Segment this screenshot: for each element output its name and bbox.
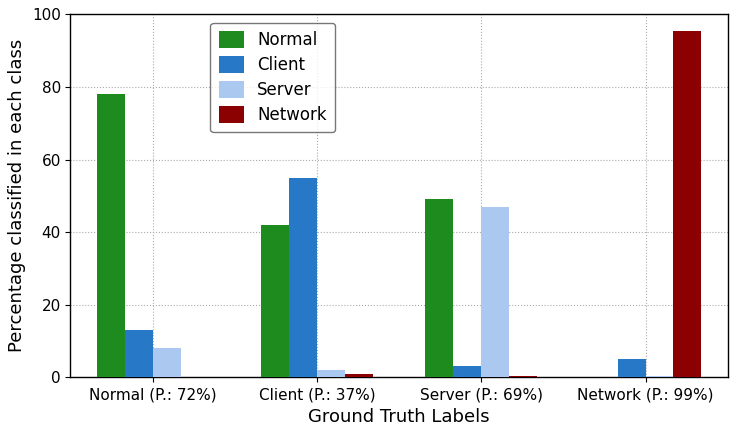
Bar <box>289 178 317 378</box>
Bar <box>96 94 124 378</box>
Bar <box>345 374 373 378</box>
Bar <box>453 366 481 378</box>
Bar <box>673 31 701 378</box>
X-axis label: Ground Truth Labels: Ground Truth Labels <box>308 408 490 426</box>
Bar <box>124 330 152 378</box>
Bar <box>152 349 180 378</box>
Bar <box>645 375 673 378</box>
Bar <box>509 375 537 378</box>
Bar <box>425 200 453 378</box>
Bar <box>317 370 345 378</box>
Bar <box>481 207 509 378</box>
Bar <box>618 359 645 378</box>
Y-axis label: Percentage classified in each class: Percentage classified in each class <box>8 39 26 352</box>
Legend: Normal, Client, Server, Network: Normal, Client, Server, Network <box>210 23 335 132</box>
Bar <box>261 225 289 378</box>
